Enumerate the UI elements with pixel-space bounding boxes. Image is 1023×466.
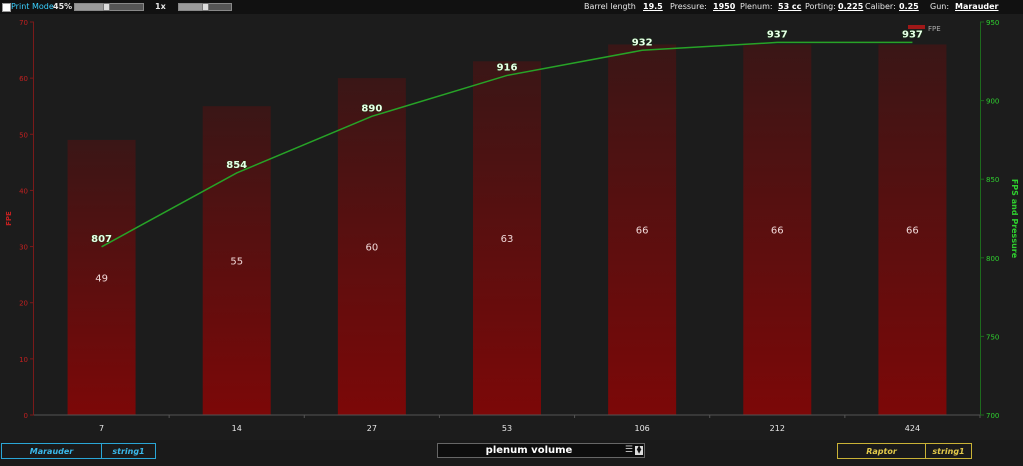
left-tick-label: 70	[19, 19, 28, 27]
left-axis-title: FPE	[5, 211, 13, 226]
plenum-label: Plenum:	[740, 2, 773, 11]
speed-slider-thumb[interactable]	[202, 3, 209, 11]
menu-icon[interactable]: ☰	[624, 445, 633, 455]
line-value-label: 937	[902, 29, 923, 40]
velocity-line	[101, 41, 913, 248]
caliber-label: Caliber:	[865, 2, 896, 11]
parameter-select-value: plenum volume	[485, 445, 573, 456]
bar-value-label: 63	[501, 234, 514, 245]
plenum-value[interactable]: 53 cc	[778, 2, 802, 11]
print-mode-label[interactable]: Print Mode	[11, 2, 54, 11]
stepper-icon[interactable]: ▲ ▼	[635, 444, 643, 455]
left-tick-label: 60	[19, 75, 28, 83]
right-tick-label: 950	[986, 19, 999, 27]
line-value-label: 854	[226, 160, 247, 171]
left-string-tag[interactable]: string1	[112, 446, 145, 456]
right-string-tag[interactable]: string1	[932, 446, 965, 456]
right-tick-label: 750	[986, 333, 999, 341]
right-tick-label: 900	[986, 98, 999, 106]
left-tick-label: 0	[24, 412, 28, 420]
bar-value-label: 66	[906, 226, 919, 237]
barrel-length-value[interactable]: 19.5	[643, 2, 663, 11]
bar-value-label: 55	[230, 257, 243, 268]
x-tick-label: 27	[367, 424, 377, 433]
x-tick-label: 106	[635, 424, 650, 433]
barrel-length-label: Barrel length	[584, 2, 636, 11]
right-gun-tag[interactable]: Raptor	[838, 444, 926, 458]
bar-value-label: 66	[771, 226, 784, 237]
left-tick-label: 30	[19, 244, 28, 252]
right-tick-label: 800	[986, 255, 999, 263]
left-tick-label: 10	[19, 356, 28, 364]
legend-label-fpe: FPE	[928, 25, 941, 33]
fpe-fps-chart: 49 55 60 63 66 66 66 0 10 20 30 40 50 60 70 700 750 800 8…	[0, 14, 1023, 440]
bar-value-label: 49	[95, 273, 108, 284]
gun-label: Gun:	[930, 2, 950, 11]
bar-424	[878, 44, 947, 415]
bar-value-label: 66	[636, 226, 649, 237]
left-tick-label: 40	[19, 187, 28, 195]
x-tick-label: 7	[99, 424, 104, 433]
bar-53	[473, 61, 541, 416]
right-axis-title: FPS and Pressure	[1010, 179, 1019, 259]
porting-value[interactable]: 0.225	[838, 2, 864, 11]
gun-value[interactable]: Marauder	[955, 2, 999, 11]
line-value-label: 937	[767, 29, 788, 40]
pressure-value[interactable]: 1950	[713, 2, 736, 11]
zoom-value: 45%	[53, 2, 73, 11]
x-tick-label: 424	[905, 424, 920, 433]
line-value-label: 932	[632, 37, 653, 48]
parameter-select[interactable]: plenum volume ☰ ▲ ▼	[437, 443, 645, 458]
x-tick-label: 14	[232, 424, 242, 433]
line-value-label: 807	[91, 234, 112, 245]
right-tick-label: 700	[986, 412, 999, 420]
caliber-value[interactable]: 0.25	[899, 2, 919, 11]
bar-value-label: 60	[365, 243, 378, 254]
legend-swatch-fpe	[908, 25, 925, 29]
toolbar: Print Mode 45% 1x Barrel length 19.5 Pre…	[0, 0, 1023, 15]
left-gun-tag[interactable]: Marauder	[2, 444, 102, 458]
line-value-label: 916	[497, 62, 518, 73]
line-value-label: 890	[361, 103, 382, 114]
pressure-label: Pressure:	[670, 2, 707, 11]
zoom-slider[interactable]	[74, 3, 144, 11]
porting-label: Porting:	[805, 2, 836, 11]
zoom-slider-thumb[interactable]	[102, 3, 110, 11]
left-tick-label: 20	[19, 300, 28, 308]
bar-27	[337, 78, 406, 416]
bar-7	[67, 139, 136, 415]
speed-slider[interactable]	[178, 3, 232, 11]
bar-14	[202, 106, 271, 415]
left-tick-label: 50	[19, 131, 28, 139]
bar-106	[608, 44, 677, 415]
bar-212	[743, 44, 812, 415]
speed-value: 1x	[155, 2, 166, 11]
x-tick-label: 212	[770, 424, 785, 433]
right-tick-label: 850	[986, 176, 999, 184]
x-tick-label: 53	[502, 424, 512, 433]
print-mode-checkbox[interactable]	[2, 3, 11, 12]
right-gun-tags: Raptor string1	[837, 443, 972, 459]
left-gun-tags: Marauder string1	[1, 443, 156, 459]
